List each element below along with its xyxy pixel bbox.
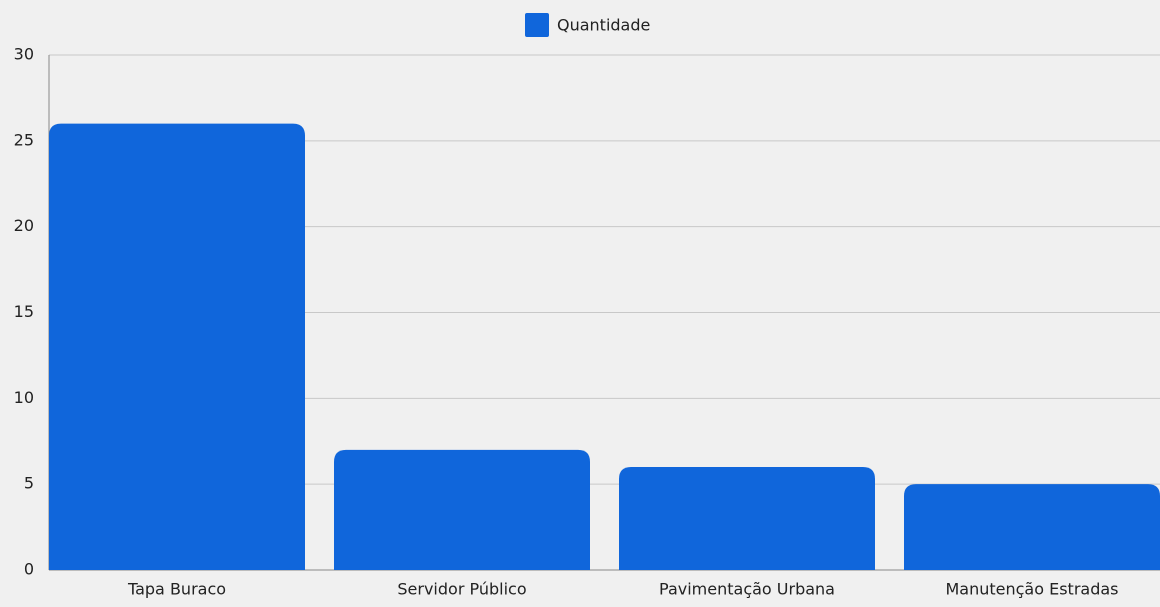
bar <box>334 449 590 570</box>
x-tick-label: Servidor Público <box>397 580 526 599</box>
x-tick-label: Tapa Buraco <box>127 580 226 599</box>
y-tick-label: 10 <box>14 388 34 407</box>
bar <box>904 484 1160 570</box>
x-tick-label: Manutenção Estradas <box>945 580 1118 599</box>
legend-swatch <box>525 13 549 37</box>
y-tick-label: 15 <box>14 302 34 321</box>
y-tick-label: 25 <box>14 130 34 149</box>
y-tick-label: 30 <box>14 45 34 64</box>
x-tick-label: Pavimentação Urbana <box>659 580 835 599</box>
legend-label: Quantidade <box>557 16 650 35</box>
y-tick-label: 20 <box>14 216 34 235</box>
y-tick-label: 5 <box>24 474 34 493</box>
bar <box>49 123 305 571</box>
bar <box>619 467 875 570</box>
y-tick-label: 0 <box>24 560 34 579</box>
